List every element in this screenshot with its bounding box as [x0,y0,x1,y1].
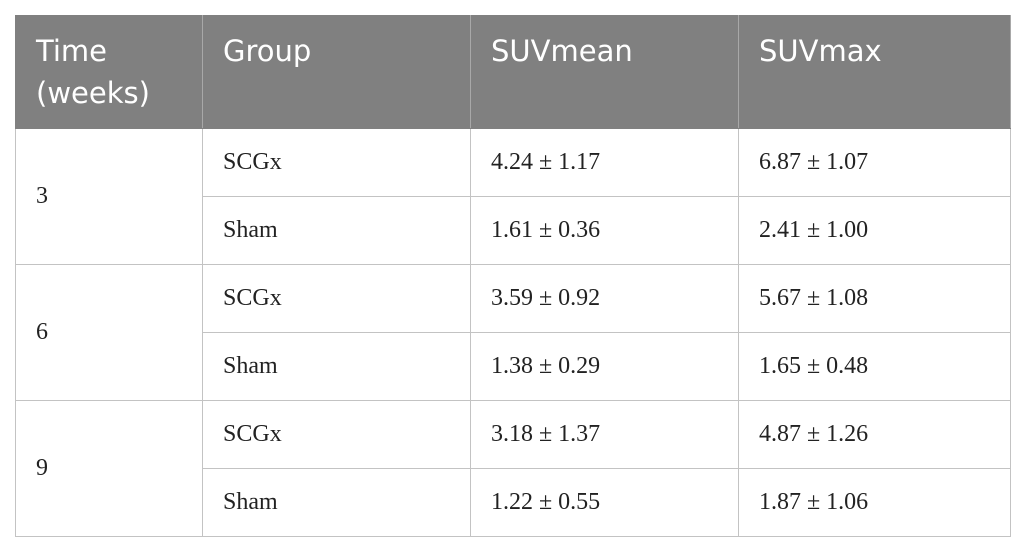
header-row: Time (weeks) Group SUVmean SUVmax [15,15,1011,129]
value-cell: 4.87 ± 1.26 [738,400,1011,469]
time-cell: 3 [15,128,203,265]
time-cell: 6 [15,264,203,401]
table-row: Sham 1.61 ± 0.36 2.41 ± 1.00 [16,196,1011,265]
value-cell: 4.24 ± 1.17 [470,128,739,197]
value-cell: 1.22 ± 0.55 [470,468,739,537]
value-cell: 1.61 ± 0.36 [470,196,739,265]
header-cell: SUVmax [738,15,1011,129]
value-cell: 3.59 ± 0.92 [470,264,739,333]
data-table: Time (weeks) Group SUVmean SUVmax 3 SCGx 4.24… [15,15,1011,537]
value-cell: 3.18 ± 1.37 [470,400,739,469]
group-cell: Sham [202,332,471,401]
table-row: 6 SCGx 3.59 ± 0.92 5.67 ± 1.08 [15,264,1011,401]
value-cell: 6.87 ± 1.07 [738,128,1011,197]
value-cell: 5.67 ± 1.08 [738,264,1011,333]
group-cell: SCGx [202,400,471,469]
value-cell: 1.38 ± 0.29 [470,332,739,401]
header-cell: Time (weeks) [15,15,203,129]
table-row: 9 SCGx 3.18 ± 1.37 4.87 ± 1.26 [15,400,1011,537]
group-cell: SCGx [202,128,471,197]
value-cell: 2.41 ± 1.00 [738,196,1011,265]
group-cell: Sham [202,468,471,537]
table-row: 3 SCGx 4.24 ± 1.17 6.87 ± 1.07 [15,128,1011,265]
value-cell: 1.65 ± 0.48 [738,332,1011,401]
time-cell: 9 [15,400,203,537]
group-cell: SCGx [202,264,471,333]
value-cell: 1.87 ± 1.06 [738,468,1011,537]
table-body: 3 SCGx 4.24 ± 1.17 6.87 ± 1.07 Sham 1.61 ± 0.… [15,128,1011,537]
header-cell: SUVmean [470,15,739,129]
group-cell: Sham [202,196,471,265]
header-cell: Group [202,15,471,129]
table-row: Sham 1.22 ± 0.55 1.87 ± 1.06 [16,468,1011,537]
